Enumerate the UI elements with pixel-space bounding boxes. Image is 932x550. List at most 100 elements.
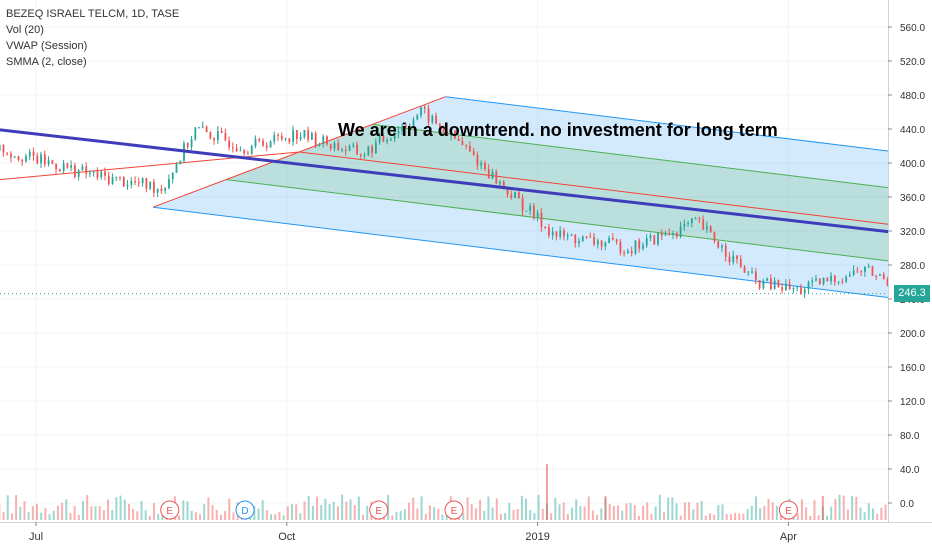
volume-bar bbox=[19, 506, 22, 520]
volume-bar bbox=[520, 495, 523, 520]
candle-body bbox=[608, 237, 611, 243]
volume-bar bbox=[617, 505, 620, 520]
volume-bar bbox=[667, 497, 670, 520]
candle-body bbox=[374, 142, 377, 154]
candle-body bbox=[446, 132, 449, 136]
symbol-title[interactable]: BEZEQ ISRAEL TELCM, 1D, TASE bbox=[6, 8, 180, 20]
candle-body bbox=[333, 143, 336, 149]
volume-bar bbox=[69, 513, 72, 520]
volume-bar bbox=[27, 512, 30, 520]
candle-body bbox=[363, 155, 366, 157]
candle-body bbox=[137, 182, 140, 184]
indicator-vwap[interactable]: VWAP (Session) bbox=[6, 40, 88, 52]
volume-bar bbox=[830, 506, 833, 520]
volume-bar bbox=[207, 497, 210, 520]
candle-body bbox=[186, 143, 189, 148]
volume-bar bbox=[846, 509, 849, 520]
volume-bar bbox=[357, 496, 360, 520]
candle-body bbox=[70, 165, 73, 168]
volume-bar bbox=[558, 504, 561, 520]
volume-bar bbox=[182, 500, 185, 520]
candle-body bbox=[359, 154, 362, 156]
candle-body bbox=[92, 171, 95, 173]
volume-bar bbox=[867, 503, 870, 520]
candle-body bbox=[198, 127, 200, 129]
candle-body bbox=[856, 270, 859, 272]
candle-body bbox=[2, 145, 5, 153]
candle-body bbox=[743, 266, 746, 273]
volume-bar bbox=[144, 510, 147, 520]
candle-body bbox=[668, 233, 671, 235]
volume-bar bbox=[157, 514, 160, 520]
volume-bar bbox=[612, 505, 615, 520]
indicator-smma[interactable]: SMMA (2, close) bbox=[6, 56, 87, 68]
candle-body bbox=[153, 181, 155, 193]
price-tick-label: 120.0 bbox=[900, 397, 925, 408]
volume-bar bbox=[851, 496, 854, 520]
volume-bar bbox=[796, 513, 799, 520]
time-axis: JulOct2019AprJulOct2020AprJulOct2021 bbox=[0, 522, 932, 550]
volume-bar bbox=[224, 510, 227, 520]
candle-body bbox=[612, 237, 614, 240]
marker-label: E bbox=[451, 506, 458, 517]
candle-body bbox=[239, 150, 242, 152]
candle-body bbox=[85, 166, 88, 174]
candle-body bbox=[134, 181, 137, 183]
volume-bar bbox=[40, 512, 43, 520]
candle-body bbox=[529, 205, 532, 211]
volume-bar bbox=[537, 494, 540, 520]
candle-body bbox=[40, 154, 42, 164]
chart-grid bbox=[0, 0, 888, 522]
candle-body bbox=[788, 283, 791, 290]
candle-body bbox=[536, 212, 539, 218]
candle-body bbox=[698, 218, 701, 220]
candle-body bbox=[205, 126, 208, 133]
candle-body bbox=[435, 115, 437, 124]
candle-body bbox=[243, 150, 246, 154]
candle-body bbox=[773, 280, 776, 290]
volume-bar bbox=[583, 506, 586, 520]
volume-bar bbox=[696, 502, 699, 520]
candle-body bbox=[664, 233, 667, 236]
median-line bbox=[299, 151, 889, 225]
volume-bar bbox=[190, 510, 193, 520]
indicator-volume[interactable]: Vol (20) bbox=[6, 24, 44, 36]
candle-body bbox=[47, 160, 50, 165]
candle-body bbox=[442, 126, 445, 133]
volume-bar bbox=[763, 505, 766, 520]
candle-body bbox=[683, 223, 686, 227]
volume-bar bbox=[408, 502, 411, 520]
volume-bar bbox=[880, 507, 883, 520]
candle-body bbox=[754, 271, 757, 280]
candle-body bbox=[634, 240, 637, 254]
volume-bar bbox=[780, 513, 783, 520]
candle-body bbox=[822, 277, 825, 284]
candle-body bbox=[295, 130, 298, 140]
candle-body bbox=[122, 177, 125, 187]
candle-body bbox=[581, 236, 584, 242]
volume-bar bbox=[771, 502, 774, 520]
price-candles bbox=[0, 104, 932, 305]
candle-body bbox=[472, 151, 475, 156]
candle-body bbox=[348, 146, 351, 151]
volume-bar bbox=[332, 502, 335, 520]
candle-body bbox=[796, 287, 799, 289]
volume-bar bbox=[186, 501, 189, 520]
volume-bar bbox=[767, 498, 770, 520]
volume-bar bbox=[826, 515, 829, 520]
volume-bar bbox=[232, 512, 235, 520]
volume-bar bbox=[148, 515, 151, 520]
volume-bar bbox=[86, 494, 89, 520]
candle-body bbox=[329, 144, 332, 149]
volume-bar bbox=[73, 506, 76, 520]
candle-body bbox=[570, 234, 573, 236]
volume-spike bbox=[545, 464, 548, 520]
volume-bar bbox=[809, 515, 812, 520]
candle-body bbox=[871, 266, 874, 276]
candle-body bbox=[540, 212, 543, 227]
volume-bar bbox=[228, 498, 231, 520]
price-tick-label: 80.0 bbox=[900, 431, 920, 442]
volume-bar bbox=[855, 496, 858, 520]
candle-body bbox=[709, 226, 712, 233]
